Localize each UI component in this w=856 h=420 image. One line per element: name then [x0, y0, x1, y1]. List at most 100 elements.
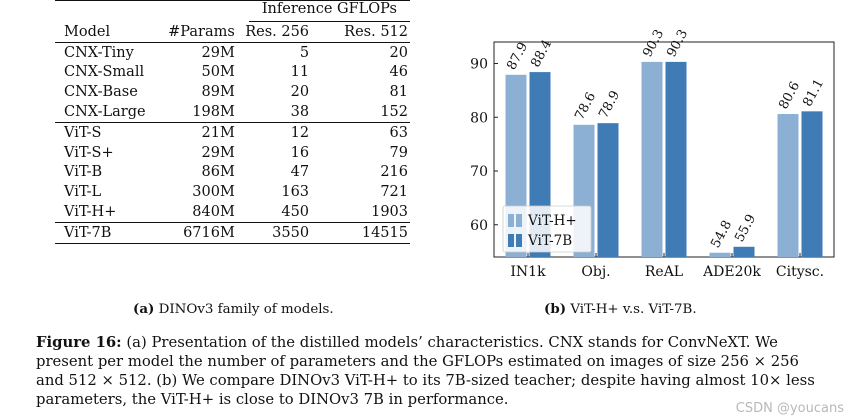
table-cell: 46 [389, 64, 408, 81]
y-tick-label: 90 [470, 57, 488, 73]
table-cell: 20 [309, 41, 410, 63]
bar-vit7b [733, 246, 755, 257]
table-cell: ViT-7B [55, 221, 156, 244]
table-column-header-row: Model #Params Res. 256 Res. 512 [55, 22, 410, 42]
y-tick-label: 80 [470, 110, 488, 126]
table-cell: 29M [201, 144, 235, 161]
table-row: CNX-Small 50M 11 46 [55, 63, 410, 83]
table-cell: 840M [192, 204, 235, 221]
table-header-spacer [55, 0, 235, 22]
table-cell: 29M [155, 41, 235, 63]
models-table-container: Inference GFLOPs Model #Params Res. 256 Res.… [55, 0, 410, 244]
legend-swatch [516, 234, 522, 247]
legend-box [502, 205, 592, 253]
table-column-header: Model [64, 23, 111, 40]
models-table-body: Inference GFLOPs Model #Params Res. 256 Res.… [55, 0, 410, 244]
table-cell: 6716M [155, 221, 235, 244]
figure-caption: Figure 16: (a) Presentation of the disti… [36, 333, 826, 409]
table-cell: ViT-S+ [64, 144, 114, 161]
table-cell: CNX-Small [64, 64, 145, 81]
subcaption-a-label: (a) [133, 301, 155, 317]
table-row: ViT-H+ 840M 450 1903 [55, 202, 410, 222]
table-cell: 63 [309, 121, 410, 143]
subcaption-b-label: (b) [544, 301, 567, 317]
bar-value-label: 87.9 [504, 40, 531, 73]
table-group-header-label: Inference GFLOPs [248, 1, 410, 22]
table-cell: 79 [389, 144, 408, 161]
table-cell: 16 [290, 144, 310, 161]
legend-swatch [516, 214, 522, 227]
figure-caption-text: (a) Presentation of the distilled models… [36, 334, 815, 408]
table-cell: CNX-Base [64, 84, 138, 101]
table-cell: ViT-L [64, 184, 102, 201]
table-cell: 21M [155, 121, 235, 143]
table-cell: 38 [290, 104, 310, 121]
table-cell: 3550 [234, 221, 310, 244]
table-column-header: Res. 256 [245, 23, 310, 40]
table-cell: 81 [389, 84, 408, 101]
x-tick-label: IN1k [510, 264, 546, 280]
bar-value-label: 78.9 [596, 88, 623, 121]
legend-label: ViT-H+ [527, 213, 577, 229]
bar-value-label: 78.6 [572, 90, 599, 123]
legend-label: ViT-7B [527, 233, 572, 249]
table-cell: 20 [290, 84, 310, 101]
table-cell: ViT-B [64, 164, 103, 181]
bar-vit7b [665, 61, 687, 258]
table-row: CNX-Tiny 29M 5 20 [55, 41, 410, 63]
table-row: CNX-Large 198M 38 152 [55, 102, 410, 122]
x-tick-label: ReAL [645, 264, 683, 280]
table-group-header: Inference GFLOPs [234, 0, 410, 22]
table-cell: 198M [192, 104, 235, 121]
table-cell: 89M [201, 84, 235, 101]
table-cell: 450 [281, 204, 310, 221]
y-tick-label: 70 [470, 164, 488, 180]
table-row: ViT-S+ 29M 16 79 [55, 143, 410, 163]
table-group-header-row: Inference GFLOPs [55, 0, 410, 22]
table-cell: 12 [234, 121, 310, 143]
y-tick-label: 60 [470, 218, 488, 234]
subcaption-a-text: DINOv3 family of models. [158, 302, 334, 317]
bar-value-label: 55.9 [732, 212, 759, 245]
figure-caption-label: Figure 16: [36, 334, 122, 351]
table-cell: CNX-Large [64, 104, 146, 121]
table-row: ViT-L 300M 163 721 [55, 182, 410, 202]
bar-value-label: 90.3 [664, 30, 691, 60]
table-cell: 47 [290, 164, 310, 181]
subcaption-b: (b) ViT-H+ v.s. ViT-7B. [544, 301, 697, 317]
table-column-header: Res. 512 [344, 23, 408, 40]
x-tick-label: Citysc. [776, 264, 824, 280]
table-cell: 14515 [309, 221, 410, 244]
table-cell: 152 [380, 104, 408, 121]
bar-vith-plus [641, 61, 663, 258]
table-cell: 86M [201, 164, 235, 181]
table-cell: 300M [192, 184, 235, 201]
models-table: Inference GFLOPs Model #Params Res. 256 Res.… [55, 0, 410, 244]
bar-value-label: 54.8 [708, 218, 735, 251]
table-cell: 5 [234, 41, 310, 63]
table-row: ViT-S 21M 12 63 [55, 121, 410, 143]
bar-vith-plus [777, 114, 799, 258]
table-cell: CNX-Tiny [55, 41, 156, 63]
bar-vit7b [801, 111, 823, 258]
watermark: CSDN @youcans [735, 401, 844, 416]
x-tick-label: ADE20k [702, 264, 761, 280]
table-row: CNX-Base 89M 20 81 [55, 82, 410, 102]
legend-swatch [508, 214, 514, 227]
subcaption-a: (a) DINOv3 family of models. [133, 301, 334, 317]
table-cell: 11 [290, 64, 310, 81]
table-cell: 1903 [371, 204, 408, 221]
table-row: ViT-B 86M 47 216 [55, 163, 410, 183]
table-cell: ViT-H+ [64, 204, 117, 221]
table-cell: ViT-S [55, 121, 156, 143]
subcaption-b-text: ViT-H+ v.s. ViT-7B. [570, 302, 697, 317]
table-cell: 721 [380, 184, 408, 201]
table-cell: 216 [380, 164, 408, 181]
x-tick-label: Obj. [581, 264, 610, 280]
table-cell: 50M [201, 64, 235, 81]
table-row: ViT-7B 6716M 3550 14515 [55, 221, 410, 244]
bar-vit7b [597, 123, 619, 257]
bar-value-label: 80.6 [776, 79, 803, 112]
bar-vith-plus [709, 252, 731, 257]
